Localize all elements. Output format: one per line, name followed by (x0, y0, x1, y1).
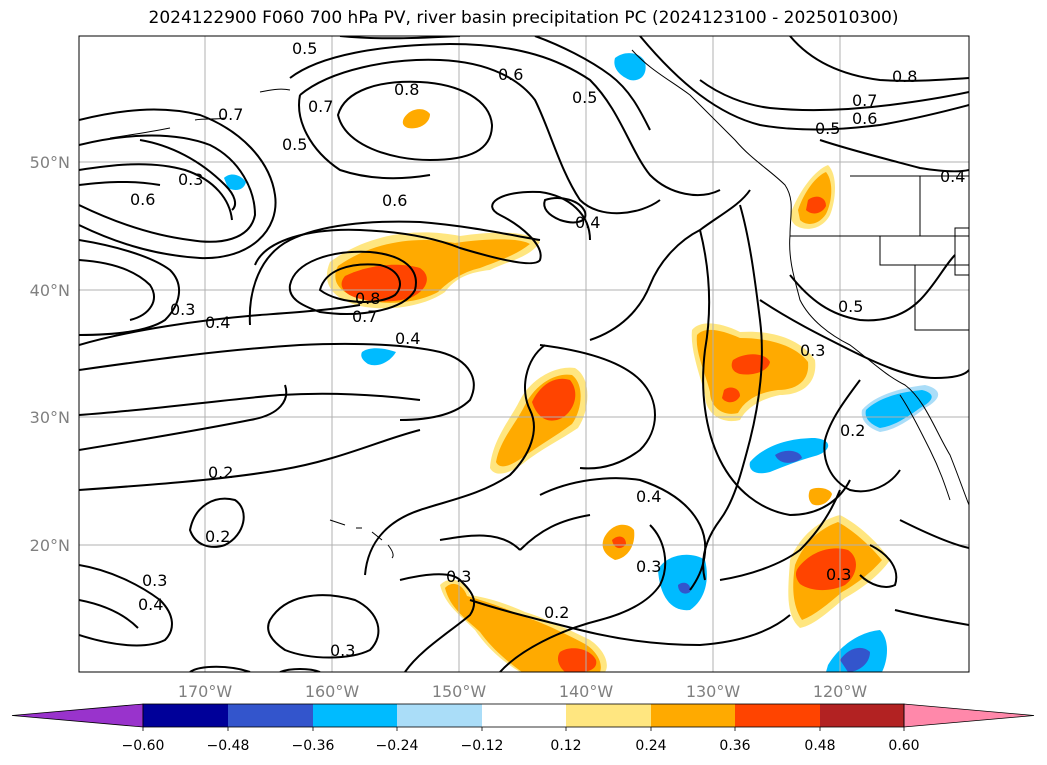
contour-label: 0.8 (394, 80, 419, 99)
colorbar-tick: −0.36 (292, 738, 335, 754)
contour-label: 0.8 (892, 67, 917, 86)
colorbar-tick: −0.24 (376, 738, 419, 754)
contour-label: 0.3 (826, 565, 851, 584)
contour-label: 0.5 (292, 39, 317, 58)
colorbar-segment (820, 704, 904, 727)
pv-contours (79, 36, 969, 672)
contour-label: 0.6 (130, 190, 155, 209)
contour-label: 0.4 (138, 595, 163, 614)
contour-label: 0.3 (446, 567, 471, 586)
contour-label: 0.2 (544, 603, 569, 622)
contour-label: 0.4 (575, 213, 600, 232)
colorbar-extend-high (903, 703, 1035, 728)
colorbar-segment (566, 704, 651, 727)
contour-label: 0.3 (178, 170, 203, 189)
map-title: 2024122900 F060 700 hPa PV, river basin … (148, 8, 899, 28)
contour-label: 0.3 (142, 571, 167, 590)
colorbar-tick: 0.48 (804, 738, 835, 754)
colorbar-tick: 0.60 (888, 738, 919, 754)
contour-label: 0.3 (330, 641, 355, 660)
contour-label: 0.3 (636, 557, 661, 576)
contour-label: 0.4 (636, 487, 661, 506)
contour-label: 0.3 (170, 300, 195, 319)
contour-label: 0.4 (940, 167, 965, 186)
colorbar-tick: 0.36 (719, 738, 750, 754)
contour-labels: 0.5 0.8 0.6 0.5 0.8 0.7 0.6 0.7 0.5 0.4 … (130, 39, 965, 660)
colorbar-extend-low (11, 703, 144, 728)
lat-label: 30°N (30, 408, 70, 427)
contour-label: 0.7 (352, 307, 377, 326)
contour-label: 0.5 (282, 135, 307, 154)
contour-label: 0.6 (382, 191, 407, 210)
contour-label: 0.6 (852, 109, 877, 128)
lon-label: 160°W (305, 682, 360, 701)
contour-label: 0.4 (395, 329, 420, 348)
lon-label: 140°W (559, 682, 614, 701)
colorbar-segment (143, 704, 228, 727)
colorbar-tick: −0.12 (461, 738, 504, 754)
lon-label: 150°W (432, 682, 487, 701)
latitude-labels: 50°N 40°N 30°N 20°N (30, 153, 70, 555)
contour-label: 0.5 (572, 88, 597, 107)
colorbar-segment (482, 704, 566, 727)
colorbar-tick: −0.60 (122, 738, 165, 754)
colorbar-tick: 0.12 (550, 738, 581, 754)
lon-label: 130°W (686, 682, 741, 701)
longitude-labels: 170°W 160°W 150°W 140°W 130°W 120°W (178, 682, 868, 701)
plot-frame (78, 35, 970, 673)
lat-label: 50°N (30, 153, 70, 172)
graticule (79, 36, 969, 672)
colorbar-segment (228, 704, 313, 727)
lat-label: 20°N (30, 536, 70, 555)
colorbar-segment (651, 704, 735, 727)
colorbar: −0.60 −0.48 −0.36 −0.24 −0.12 0.12 0.24 … (11, 703, 1035, 754)
contour-label: 0.5 (838, 297, 863, 316)
contour-label: 0.5 (815, 119, 840, 138)
colorbar-tick: 0.24 (635, 738, 666, 754)
contour-label: 0.2 (205, 527, 230, 546)
contour-label: 0.2 (208, 463, 233, 482)
precip-shading (224, 53, 939, 672)
colorbar-segment (397, 704, 482, 727)
lon-label: 120°W (813, 682, 868, 701)
contour-label: 0.7 (308, 97, 333, 116)
contour-label: 0.7 (218, 105, 243, 124)
contour-label: 0.7 (852, 91, 877, 110)
coastlines (109, 49, 969, 559)
colorbar-segment (735, 704, 820, 727)
contour-label: 0.6 (498, 65, 523, 84)
lat-label: 40°N (30, 281, 70, 300)
colorbar-tick: −0.48 (207, 738, 250, 754)
colorbar-segment (313, 704, 397, 727)
lon-label: 170°W (178, 682, 233, 701)
contour-label: 0.3 (800, 341, 825, 360)
contour-label: 0.4 (205, 313, 230, 332)
contour-label: 0.2 (840, 421, 865, 440)
contour-label: 0.8 (355, 289, 380, 308)
